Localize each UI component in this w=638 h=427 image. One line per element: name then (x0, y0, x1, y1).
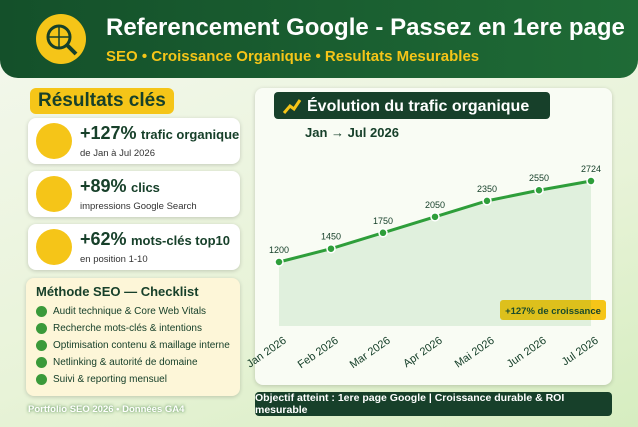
x-tick-label: Jan 2026 (245, 335, 289, 371)
point (430, 212, 440, 222)
trend-icon (282, 99, 302, 114)
value-label: 2724 (581, 164, 601, 174)
result-label: trafic organique (141, 127, 240, 142)
x-tick-label: Feb 2026 (296, 335, 341, 371)
subtitle: SEO • Croissance Organique • Resultats M… (106, 48, 480, 65)
header-icon (36, 14, 86, 64)
checklist-item: Netlinking & autorité de domaine (36, 354, 240, 371)
chart-panel (255, 88, 612, 385)
area (279, 181, 591, 326)
chart-title: Évolution du trafic organique (307, 96, 529, 115)
value-label: 2050 (425, 200, 445, 210)
checklist-items: Audit technique & Core Web Vitals Recherc… (26, 303, 240, 388)
point (534, 185, 544, 195)
checklist-title: Méthode SEO — Checklist (36, 284, 199, 299)
title: Referencement Google - Passez en 1ere pa… (106, 14, 625, 41)
result-value: +62% (80, 229, 127, 249)
point (326, 243, 336, 254)
result-line: +62% mots-clés top10 (80, 229, 230, 250)
results-title: Résultats clés (30, 88, 174, 114)
result-card: +127% trafic organique de Jan à Jul 2026 (28, 118, 240, 164)
point (482, 196, 492, 206)
point (586, 176, 596, 186)
result-icon (36, 229, 72, 265)
x-tick-label: Jun 2026 (505, 335, 549, 371)
result-detail: impressions Google Search (80, 201, 197, 212)
result-line: +127% trafic organique (80, 123, 239, 144)
value-label: 2550 (529, 173, 549, 183)
annotation: +127% de croissance (505, 306, 601, 317)
result-icon (36, 176, 72, 212)
x-tick-label: Apr 2026 (401, 335, 444, 370)
point (274, 257, 284, 267)
footer: Portfolio SEO 2026 • Données GA4 (28, 404, 185, 415)
checklist-item: Audit technique & Core Web Vitals (36, 303, 240, 320)
result-value: +127% (80, 123, 137, 143)
chart-title-box (274, 92, 550, 119)
chart-subtitle: Jan → Jul 2026 (305, 125, 399, 140)
result-detail: en position 1-10 (80, 254, 148, 265)
result-detail: de Jan à Jul 2026 (80, 148, 156, 159)
point (378, 228, 388, 238)
result-card: +62% mots-clés top10 en position 1-10 (28, 224, 240, 270)
result-icon (36, 123, 72, 159)
x-tick-label: Mai 2026 (453, 335, 497, 371)
header: Referencement Google - Passez en 1ere pa… (0, 0, 638, 78)
banner: Objectif atteint : 1ere page Google | Cr… (255, 392, 612, 416)
value-label: 1450 (321, 232, 341, 242)
value-label: 1750 (373, 216, 393, 226)
value-label: 2350 (477, 184, 497, 194)
globe-icon (46, 24, 78, 56)
result-label: mots-clés top10 (131, 233, 230, 248)
result-value: +89% (80, 176, 127, 196)
annotation-box (500, 300, 606, 320)
checklist: Méthode SEO — Checklist Audit technique … (26, 278, 240, 396)
checklist-item: Recherche mots-clés & intentions (36, 320, 240, 337)
result-label: clics (131, 180, 160, 195)
result-line: +89% clics (80, 176, 160, 197)
x-tick-label: Mar 2026 (348, 335, 393, 371)
checklist-item: Optimisation contenu & maillage interne (36, 337, 240, 354)
x-tick-label: Jul 2026 (560, 335, 601, 369)
value-label: 1200 (269, 245, 289, 255)
result-card: +89% clics impressions Google Search (28, 171, 240, 217)
checklist-item: Suivi & reporting mensuel (36, 371, 240, 388)
